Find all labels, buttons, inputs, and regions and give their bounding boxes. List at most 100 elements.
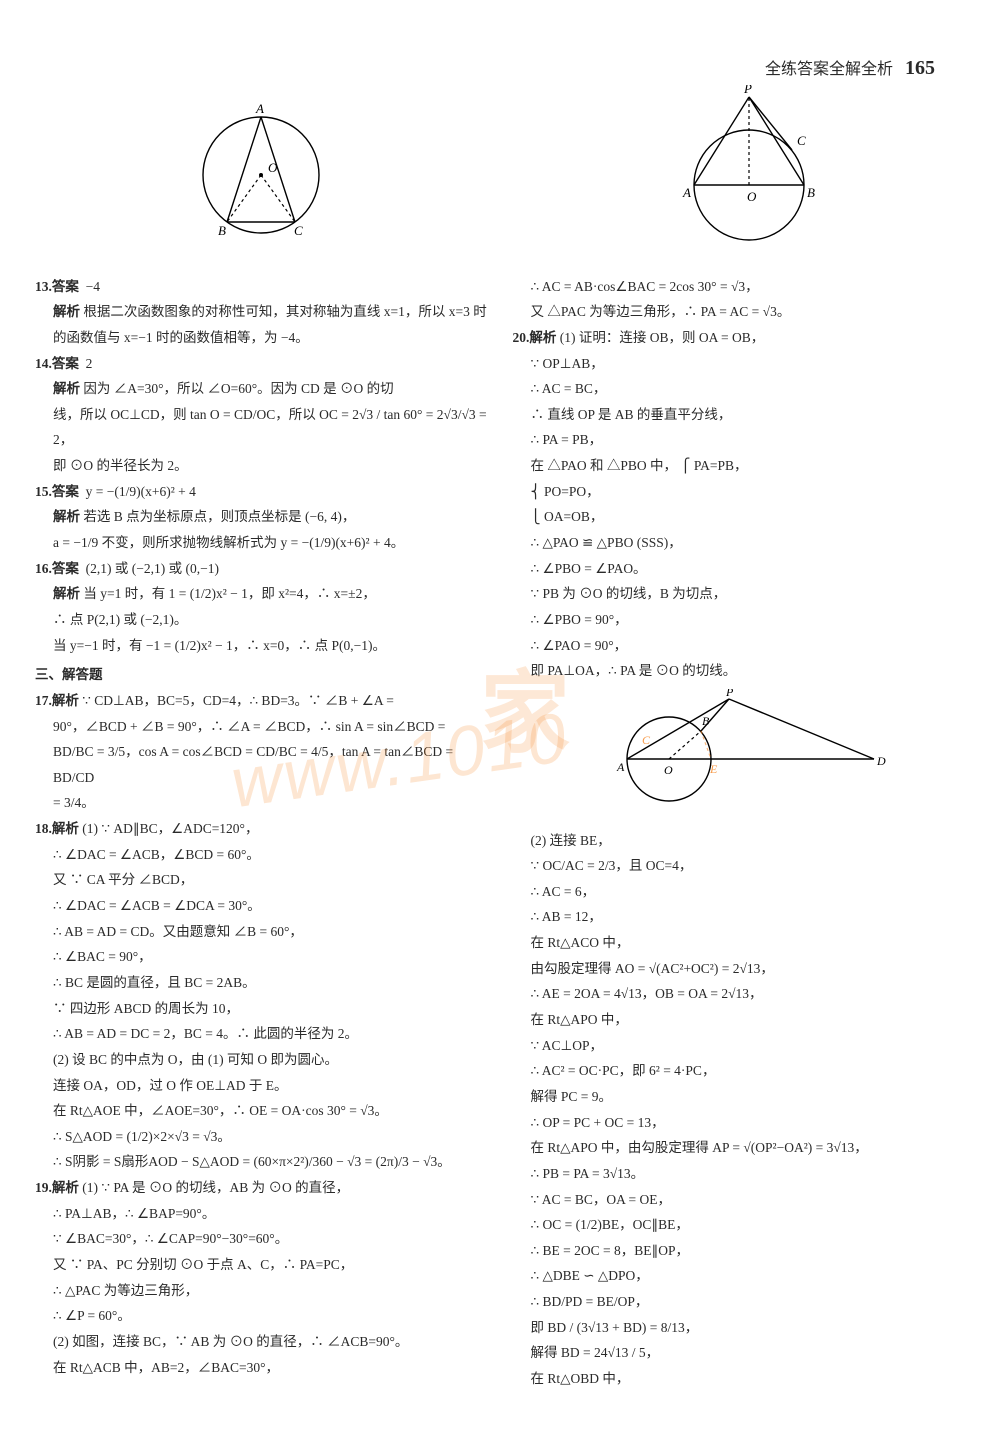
q20-l10: ∴ ∠PBO = 90°， bbox=[513, 607, 966, 633]
q16-exp-label: 解析 bbox=[53, 586, 80, 601]
q20-l7: ∴ △PAO ≌ △PBO (SSS)， bbox=[513, 530, 966, 556]
rp2-l10: ∴ AC² = OC·PC，即 6² = 4·PC， bbox=[513, 1058, 966, 1084]
svg-text:P: P bbox=[725, 689, 734, 699]
q18-l7: ∴ BC 是圆的直径，且 BC = 2AB。 bbox=[35, 970, 488, 996]
q18-l10: (2) 设 BC 的中点为 O，由 (1) 可知 O 即为圆心。 bbox=[35, 1047, 488, 1073]
q19-l4: 又 ∵ PA、PC 分别切 ⊙O 于点 A、C，∴ PA=PC， bbox=[35, 1252, 488, 1278]
rp2-l21: 解得 BD = 24√13 / 5， bbox=[513, 1340, 966, 1366]
q20-l5: ∴ PA = PB， bbox=[513, 427, 966, 453]
q15-exp-label: 解析 bbox=[53, 509, 80, 524]
q20-l3: ∴ AC = BC， bbox=[513, 376, 966, 402]
section-3-title: 三、解答题 bbox=[35, 662, 488, 688]
q18-l3: 又 ∵ CA 平分 ∠BCD， bbox=[35, 867, 488, 893]
q20-l2: ∵ OP⊥AB， bbox=[513, 351, 966, 377]
r1: ∴ AC = AB·cos∠BAC = 2cos 30° = √3， bbox=[513, 274, 966, 300]
header-title: 全练答案全解全析 bbox=[765, 61, 893, 78]
q18-num: 18.解析 bbox=[35, 821, 79, 836]
svg-text:B: B bbox=[702, 714, 710, 728]
q20-num: 20.解析 bbox=[513, 330, 557, 345]
rp2-l7: ∴ AE = 2OA = 4√13，OB = OA = 2√13， bbox=[513, 981, 966, 1007]
q13-exp-label: 解析 bbox=[53, 304, 80, 319]
rp2-l12: ∴ OP = PC + OC = 13， bbox=[513, 1110, 966, 1136]
rp2-l19: ∴ BD/PD = BE/OP， bbox=[513, 1289, 966, 1315]
q18-l14: ∴ S阴影 = S扇形AOD − S△AOD = (60×π×2²)/360 −… bbox=[35, 1149, 488, 1175]
two-column-layout: O A B C 13.答案 −4 解析 根据二次函数图象的对称性可知，其对称轴为… bbox=[35, 80, 965, 1392]
q19-l3: ∵ ∠BAC=30°，∴ ∠CAP=90°−30°=60°。 bbox=[35, 1226, 488, 1252]
page-header: 全练答案全解全析 165 bbox=[765, 55, 935, 80]
q14-exp-label: 解析 bbox=[53, 381, 80, 396]
svg-text:A: A bbox=[682, 185, 691, 200]
rp2-l11: 解得 PC = 9。 bbox=[513, 1084, 966, 1110]
rp2-l9: ∵ AC⊥OP， bbox=[513, 1033, 966, 1059]
q20-l4: ∴ 直线 OP 是 AB 的垂直平分线， bbox=[513, 402, 966, 428]
rp2-l3: ∴ AC = 6， bbox=[513, 879, 966, 905]
q18-l4: ∴ ∠DAC = ∠ACB = ∠DCA = 30°。 bbox=[35, 893, 488, 919]
rp2-l5: 在 Rt△ACO 中， bbox=[513, 930, 966, 956]
rp2-l13: 在 Rt△APO 中，由勾股定理得 AP = √(OP²−OA²) = 3√13… bbox=[513, 1135, 966, 1161]
q13-ans: −4 bbox=[86, 279, 100, 294]
rp2-l16: ∴ OC = (1/2)BE，OC∥BE， bbox=[513, 1212, 966, 1238]
q19-num: 19.解析 bbox=[35, 1180, 79, 1195]
q14-exp3: 即 ⊙O 的半径长为 2。 bbox=[35, 453, 488, 479]
q14-exp2: 线，所以 OC⊥CD，则 tan O = CD/OC，所以 OC = 2√3 /… bbox=[35, 402, 488, 453]
q15-exp2: a = −1/9 不变，则所求抛物线解析式为 y = −(1/9)(x+6)² … bbox=[35, 530, 488, 556]
q18-l6: ∴ ∠BAC = 90°， bbox=[35, 944, 488, 970]
q20-l9: ∵ PB 为 ⊙O 的切线，B 为切点， bbox=[513, 581, 966, 607]
svg-text:O: O bbox=[664, 763, 673, 777]
figure-tangent-p: P C A O B bbox=[513, 85, 966, 264]
q19-l1: (1) ∵ PA 是 ⊙O 的切线，AB 为 ⊙O 的直径， bbox=[82, 1180, 349, 1195]
q20-l8: ∴ ∠PBO = ∠PAO。 bbox=[513, 556, 966, 582]
q18-l2: ∴ ∠DAC = ∠ACB，∠BCD = 60°。 bbox=[35, 842, 488, 868]
q18-l8: ∵ 四边形 ABCD 的周长为 10， bbox=[35, 996, 488, 1022]
q18-l9: ∴ AB = AD = DC = 2，BC = 4。∴ 此圆的半径为 2。 bbox=[35, 1021, 488, 1047]
q18-l12: 在 Rt△AOE 中，∠AOE=30°，∴ OE = OA·cos 30° = … bbox=[35, 1098, 488, 1124]
q20-l12: 即 PA⊥OA，∴ PA 是 ⊙O 的切线。 bbox=[513, 658, 966, 684]
q16-exp3: 当 y=−1 时，有 −1 = (1/2)x² − 1，∴ x=0，∴ 点 P(… bbox=[35, 633, 488, 659]
svg-text:C: C bbox=[642, 733, 651, 747]
q17-num: 17.解析 bbox=[35, 693, 79, 708]
svg-text:E: E bbox=[709, 762, 718, 776]
q17-l4: = 3/4。 bbox=[35, 790, 488, 816]
page-number: 165 bbox=[905, 57, 935, 79]
q14-ans: 2 bbox=[86, 356, 93, 371]
q17-l1: ∵ CD⊥AB，BC=5，CD=4，∴ BD=3。∵ ∠B + ∠A = bbox=[82, 693, 394, 708]
q13-num: 13.答案 bbox=[35, 279, 79, 294]
rp2-l14: ∴ PB = PA = 3√13。 bbox=[513, 1161, 966, 1187]
q17-l3: BD/BC = 3/5，cos A = cos∠BCD = CD/BC = 4/… bbox=[35, 739, 488, 790]
figure-circle-ext-d: P A C O B E D bbox=[513, 689, 966, 818]
rp2-l2: ∵ OC/AC = 2/3，且 OC=4， bbox=[513, 853, 966, 879]
rp2-l6: 由勾股定理得 AO = √(AC²+OC²) = 2√13， bbox=[513, 956, 966, 982]
q18-l1: (1) ∵ AD∥BC，∠ADC=120°， bbox=[82, 821, 258, 836]
rp2-l8: 在 Rt△APO 中， bbox=[513, 1007, 966, 1033]
svg-text:D: D bbox=[876, 754, 886, 768]
q13-exp: 根据二次函数图象的对称性可知，其对称轴为直线 x=1，所以 x=3 时的函数值与… bbox=[53, 304, 487, 345]
q18-l5: ∴ AB = AD = CD。又由题意知 ∠B = 60°， bbox=[35, 919, 488, 945]
svg-text:C: C bbox=[797, 133, 806, 148]
q20-l1: (1) 证明：连接 OB，则 OA = OB， bbox=[560, 330, 765, 345]
q19-l6: ∴ ∠P = 60°。 bbox=[35, 1303, 488, 1329]
q16-exp2: ∴ 点 P(2,1) 或 (−2,1)。 bbox=[35, 607, 488, 633]
svg-text:A: A bbox=[255, 101, 264, 116]
q14-exp1: 因为 ∠A=30°，所以 ∠O=60°。因为 CD 是 ⊙O 的切 bbox=[83, 381, 393, 396]
rp2-l22: 在 Rt△OBD 中， bbox=[513, 1366, 966, 1392]
svg-text:C: C bbox=[294, 223, 303, 238]
svg-text:O: O bbox=[747, 189, 757, 204]
rp2-l4: ∴ AB = 12， bbox=[513, 904, 966, 930]
q16-num: 16.答案 bbox=[35, 561, 79, 576]
svg-text:P: P bbox=[743, 85, 752, 96]
q16-ans: (2,1) 或 (−2,1) 或 (0,−1) bbox=[86, 561, 219, 576]
q15-ans: y = −(1/9)(x+6)² + 4 bbox=[86, 484, 196, 499]
q16-exp1: 当 y=1 时，有 1 = (1/2)x² − 1，即 x²=4，∴ x=±2， bbox=[83, 586, 375, 601]
q18-l11: 连接 OA，OD，过 O 作 OE⊥AD 于 E。 bbox=[35, 1073, 488, 1099]
right-column: P C A O B ∴ AC = AB·cos∠BAC = 2cos 30° =… bbox=[513, 80, 966, 1392]
q20-l6a: 在 △PAO 和 △PBO 中， bbox=[531, 458, 678, 473]
svg-text:A: A bbox=[616, 760, 625, 774]
svg-text:B: B bbox=[807, 185, 815, 200]
rp2-l18: ∴ △DBE ∽ △DPO， bbox=[513, 1263, 966, 1289]
q20-l11: ∴ ∠PAO = 90°， bbox=[513, 633, 966, 659]
q18-l13: ∴ S△AOD = (1/2)×2×√3 = √3。 bbox=[35, 1124, 488, 1150]
q17-l2: 90°，∠BCD + ∠B = 90°，∴ ∠A = ∠BCD，∴ sin A … bbox=[35, 714, 488, 740]
q19-l2: ∴ PA⊥AB，∴ ∠BAP=90°。 bbox=[35, 1201, 488, 1227]
q19-l7: (2) 如图，连接 BC，∵ AB 为 ⊙O 的直径，∴ ∠ACB=90°。 bbox=[35, 1329, 488, 1355]
figure-circle-triangle: O A B C bbox=[35, 85, 488, 264]
